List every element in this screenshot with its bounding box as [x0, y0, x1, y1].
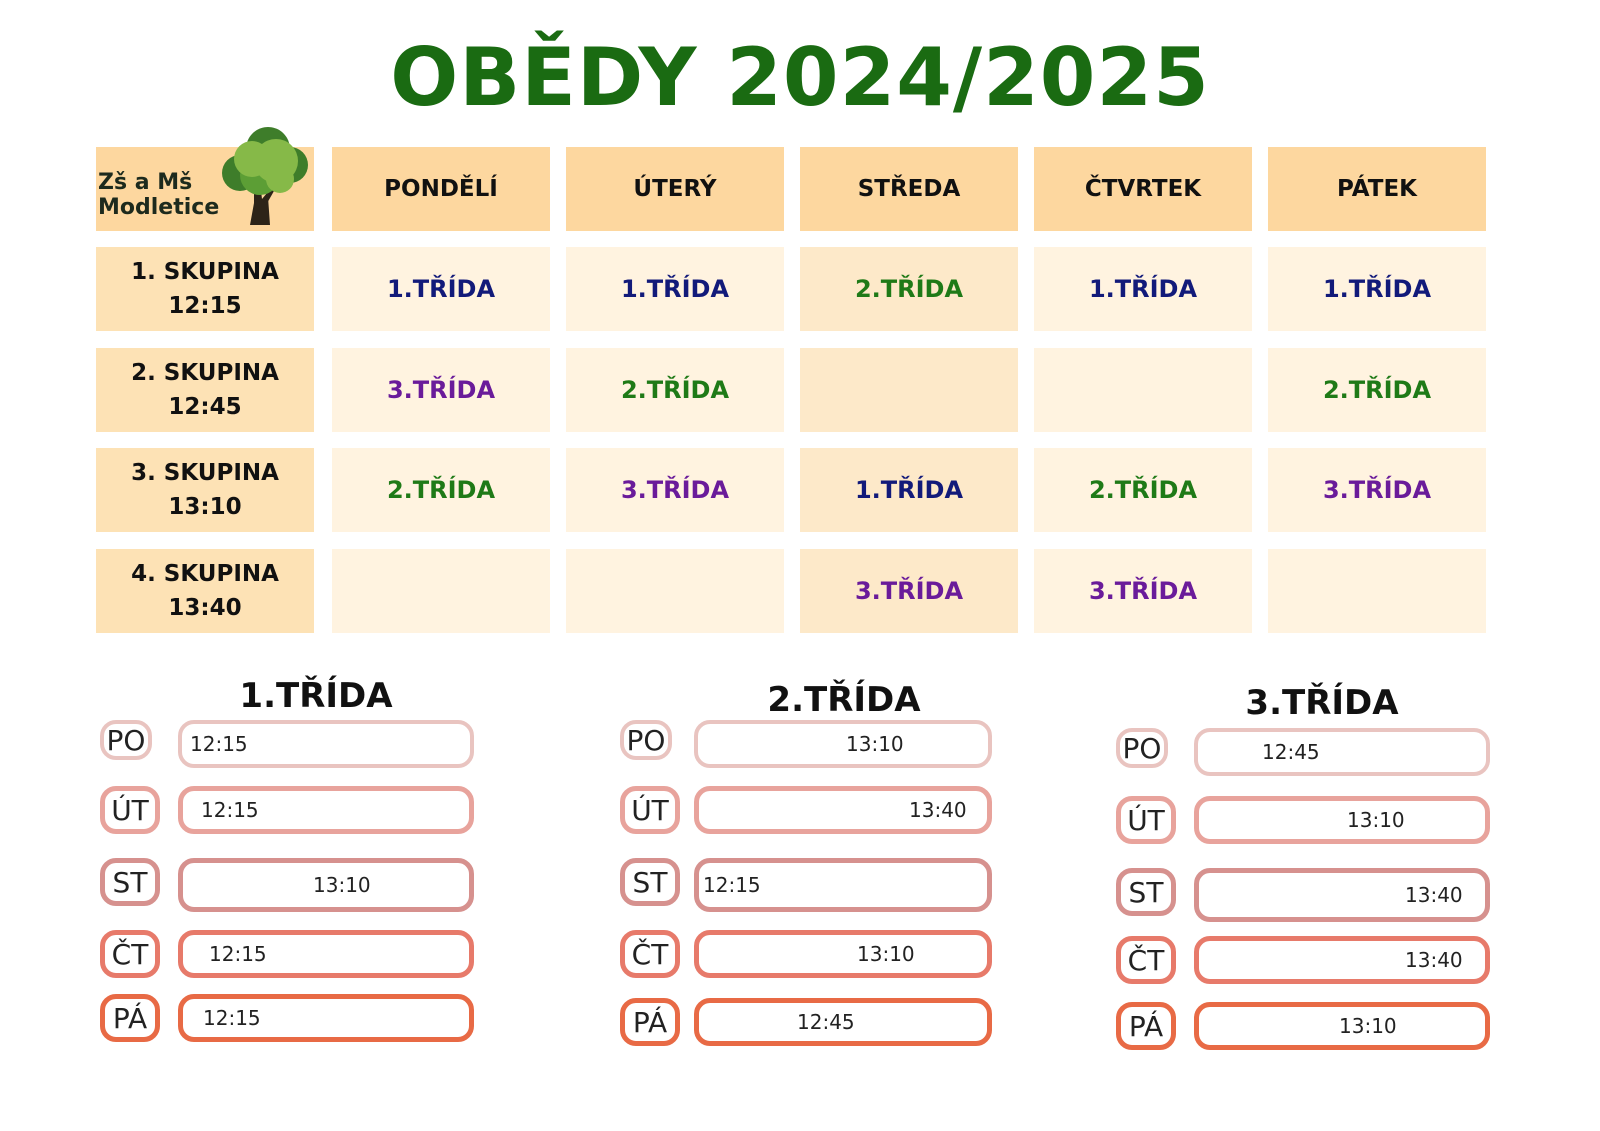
day-header: ÚTERÝ — [566, 147, 784, 231]
day-header: ČTVRTEK — [1034, 147, 1252, 231]
day-header: PÁTEK — [1268, 147, 1486, 231]
time-value: 13:40 — [909, 798, 967, 822]
group-header: 3. SKUPINA 13:10 — [96, 448, 314, 532]
day-label: PO — [620, 720, 672, 760]
schedule-slot: 1.TŘÍDA — [332, 247, 550, 331]
time-value: 12:45 — [1262, 740, 1320, 764]
tree-icon — [222, 127, 308, 225]
day-label: ČT — [620, 930, 680, 978]
group-name: 3. SKUPINA — [131, 459, 279, 486]
time-field: 13:40 — [1194, 868, 1490, 922]
day-label: PÁ — [1116, 1002, 1176, 1050]
class-title: 1.TŘÍDA — [239, 676, 393, 716]
group-time: 12:15 — [168, 293, 242, 319]
time-value: 12:15 — [203, 1006, 261, 1030]
schedule-slot: 3.TŘÍDA — [1034, 549, 1252, 633]
group-header: 4. SKUPINA 13:40 — [96, 549, 314, 633]
schedule-slot: 2.TŘÍDA — [1268, 348, 1486, 432]
time-field: 12:45 — [1194, 728, 1490, 776]
time-field: 12:15 — [178, 930, 474, 978]
schedule-slot: 1.TŘÍDA — [1034, 247, 1252, 331]
time-value: 13:10 — [857, 942, 915, 966]
time-value: 12:15 — [209, 942, 267, 966]
time-field: 12:45 — [694, 998, 992, 1046]
schedule-slot: 1.TŘÍDA — [566, 247, 784, 331]
class-title: 3.TŘÍDA — [1245, 683, 1399, 723]
day-label: ST — [620, 858, 680, 906]
time-value: 13:40 — [1405, 948, 1463, 972]
time-field: 12:15 — [694, 858, 992, 912]
group-name: 4. SKUPINA — [131, 560, 279, 587]
time-field: 13:10 — [178, 858, 474, 912]
day-header: STŘEDA — [800, 147, 1018, 231]
time-field: 12:15 — [178, 994, 474, 1042]
schedule-slot: 3.TŘÍDA — [1268, 448, 1486, 532]
schedule-slot: 2.TŘÍDA — [566, 348, 784, 432]
group-name: 1. SKUPINA — [131, 258, 279, 285]
day-label: ST — [1116, 868, 1176, 916]
time-value: 12:15 — [703, 873, 761, 897]
time-value: 13:10 — [846, 732, 904, 756]
group-time: 12:45 — [168, 394, 242, 420]
time-value: 12:15 — [190, 732, 248, 756]
time-field: 12:15 — [178, 720, 474, 768]
time-field: 13:40 — [694, 786, 992, 834]
school-logo: Zš a Mš Modletice — [96, 127, 314, 231]
group-time: 13:40 — [168, 595, 242, 621]
schedule-slot: 3.TŘÍDA — [332, 348, 550, 432]
time-field: 13:10 — [694, 720, 992, 768]
time-field: 13:10 — [1194, 1002, 1490, 1050]
time-value: 12:15 — [201, 798, 259, 822]
schedule-slot — [332, 549, 550, 633]
schedule-slot: 3.TŘÍDA — [566, 448, 784, 532]
schedule-slot: 2.TŘÍDA — [800, 247, 1018, 331]
time-field: 12:15 — [178, 786, 474, 834]
page-title: OBĚDY 2024/2025 — [390, 31, 1210, 124]
logo-text: Zš a Mš Modletice — [98, 170, 220, 220]
schedule-slot — [1034, 348, 1252, 432]
schedule-slot — [1268, 549, 1486, 633]
group-name: 2. SKUPINA — [131, 359, 279, 386]
day-label: ST — [100, 858, 160, 906]
schedule-slot: 1.TŘÍDA — [1268, 247, 1486, 331]
day-label: PO — [1116, 728, 1168, 768]
group-header: 1. SKUPINA 12:15 — [96, 247, 314, 331]
day-label: PÁ — [100, 994, 160, 1042]
group-header: 2. SKUPINA 12:45 — [96, 348, 314, 432]
schedule-slot — [800, 348, 1018, 432]
group-time: 13:10 — [168, 494, 242, 520]
class-title: 2.TŘÍDA — [767, 680, 921, 720]
schedule-slot: 1.TŘÍDA — [800, 448, 1018, 532]
time-field: 13:10 — [694, 930, 992, 978]
time-field: 13:40 — [1194, 936, 1490, 984]
day-label: ÚT — [1116, 796, 1176, 844]
schedule-slot: 2.TŘÍDA — [1034, 448, 1252, 532]
day-label: ČT — [100, 930, 160, 978]
day-header: PONDĚLÍ — [332, 147, 550, 231]
day-label: PÁ — [620, 998, 680, 1046]
day-label: PO — [100, 720, 152, 760]
time-value: 13:10 — [1339, 1014, 1397, 1038]
day-label: ÚT — [100, 786, 160, 834]
schedule-slot: 2.TŘÍDA — [332, 448, 550, 532]
day-label: ÚT — [620, 786, 680, 834]
schedule-slot: 3.TŘÍDA — [800, 549, 1018, 633]
day-label: ČT — [1116, 936, 1176, 984]
schedule-slot — [566, 549, 784, 633]
time-field: 13:10 — [1194, 796, 1490, 844]
time-value: 12:45 — [797, 1010, 855, 1034]
time-value: 13:40 — [1405, 883, 1463, 907]
time-value: 13:10 — [1347, 808, 1405, 832]
time-value: 13:10 — [313, 873, 371, 897]
